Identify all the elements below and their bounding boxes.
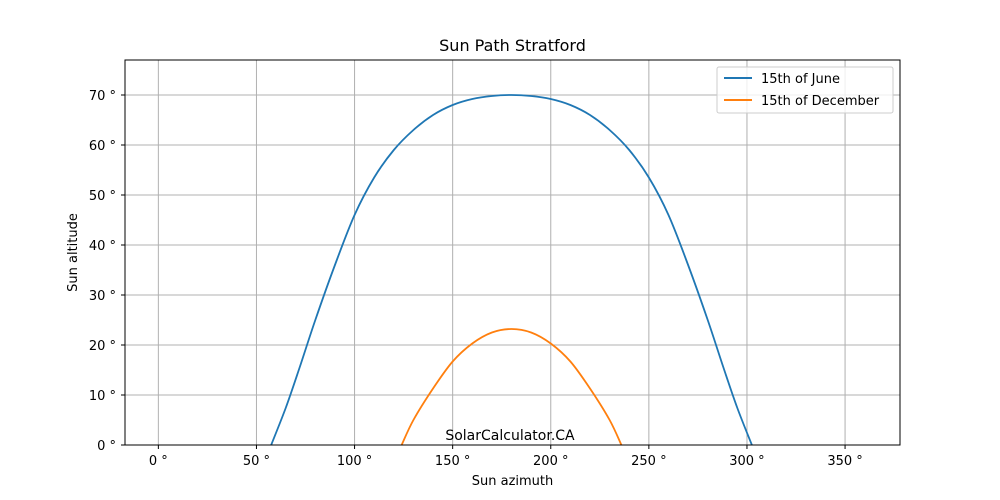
y-tick-label: 0 ° xyxy=(97,439,116,454)
grid-lines xyxy=(125,60,900,446)
plot-frame xyxy=(124,59,901,446)
y-axis-label: Sun altitude xyxy=(66,213,81,292)
y-tick-label: 10 ° xyxy=(89,389,116,404)
y-tick-label: 70 ° xyxy=(89,89,116,104)
x-tick-label: 100 ° xyxy=(337,454,372,469)
x-tick-label: 150 ° xyxy=(435,454,470,469)
chart-title: Sun Path Stratford xyxy=(439,36,586,55)
watermark-annotation: SolarCalculator.CA xyxy=(445,428,575,444)
x-tick-label: 50 ° xyxy=(243,454,270,469)
x-axis-label: Sun azimuth xyxy=(472,474,554,489)
series-lines xyxy=(270,94,753,446)
legend-box xyxy=(716,66,894,114)
x-tick-label: 200 ° xyxy=(533,454,568,469)
legend: 15th of June 15th of December xyxy=(716,66,894,114)
x-tick-label: 300 ° xyxy=(729,454,764,469)
x-tick-label: 250 ° xyxy=(631,454,666,469)
x-tick-label: 350 ° xyxy=(827,454,862,469)
x-tick-label: 0 ° xyxy=(149,454,168,469)
y-tick-label: 60 ° xyxy=(89,139,116,154)
series-line-june xyxy=(270,94,753,446)
y-tick-label: 20 ° xyxy=(89,339,116,354)
y-tick-label: 50 ° xyxy=(89,189,116,204)
axis-ticks: 0 ° 50 ° 100 ° 150 ° 200 ° 250 ° 300 ° 350 ° 0 °… xyxy=(89,89,863,469)
y-tick-label: 40 ° xyxy=(89,239,116,254)
series-line-december xyxy=(400,328,623,446)
legend-label-june: 15th of June xyxy=(761,72,840,87)
legend-label-december: 15th of December xyxy=(761,94,880,109)
y-tick-label: 30 ° xyxy=(89,289,116,304)
